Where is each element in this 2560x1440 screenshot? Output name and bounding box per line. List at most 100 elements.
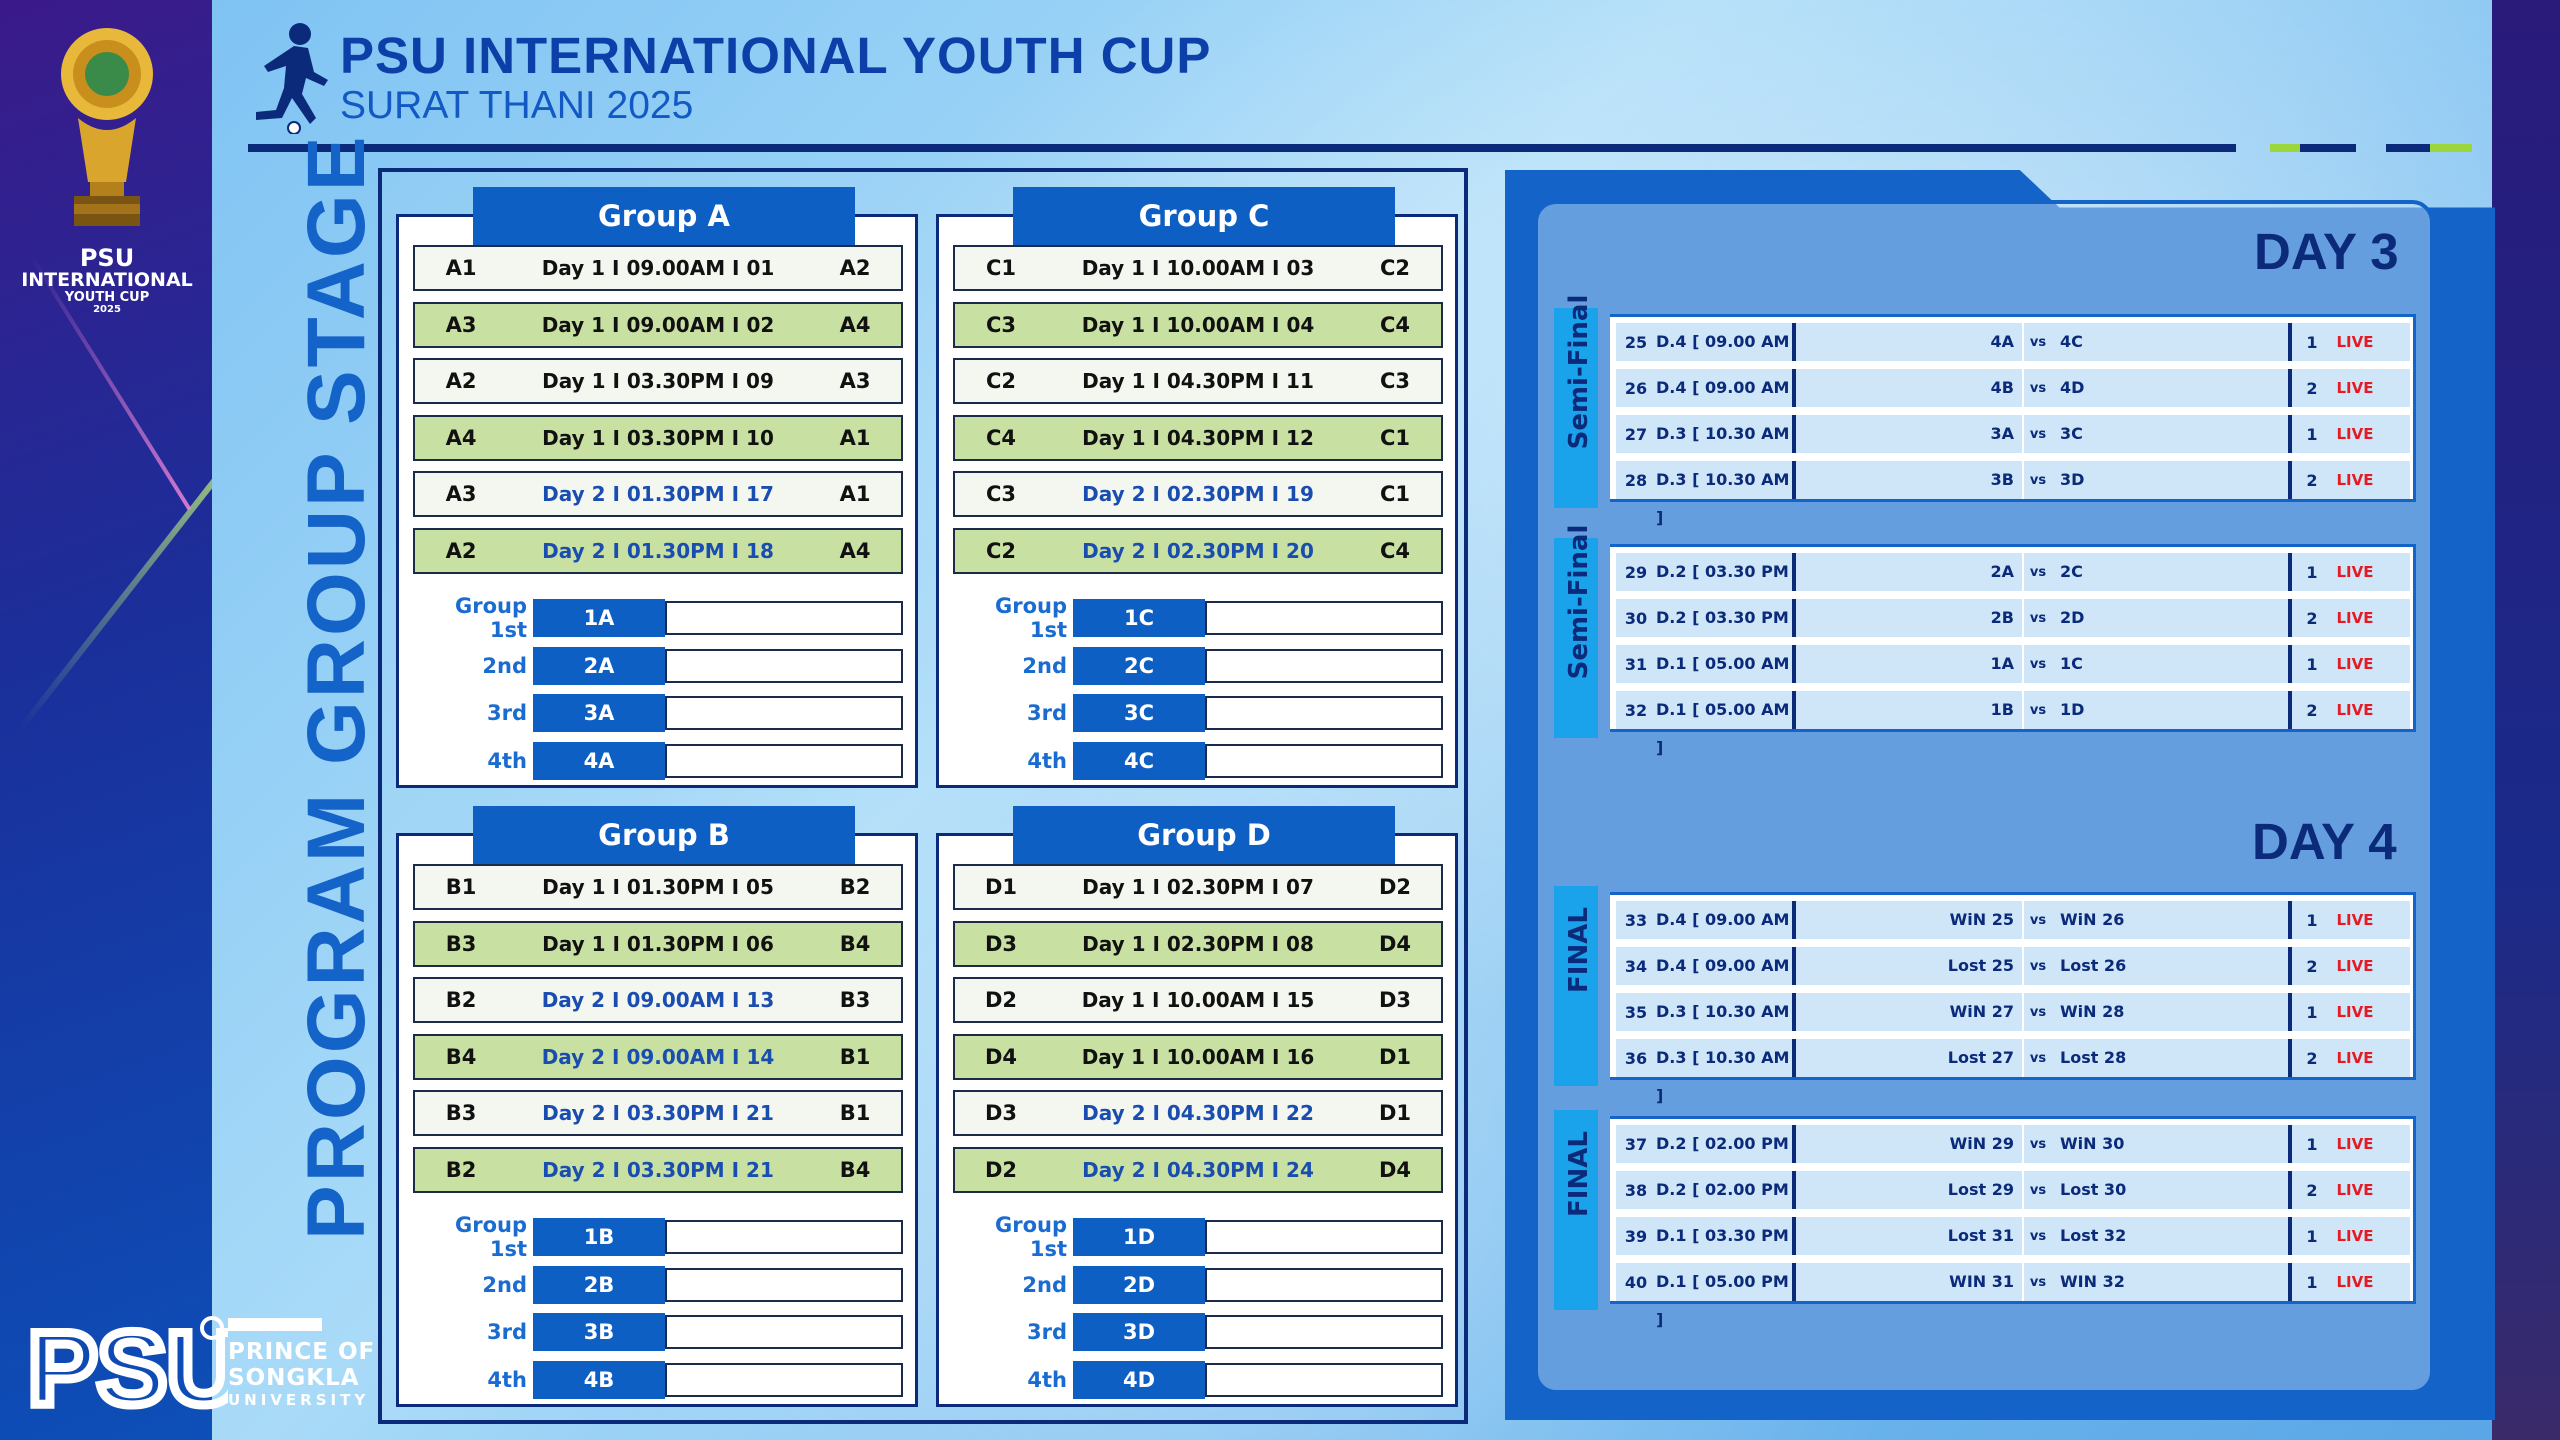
match-info: Day 2 I 04.30PM I 22 — [1082, 1101, 1314, 1125]
match-row: C1 Day 1 I 10.00AM I 03 C2 — [953, 245, 1443, 291]
team-home: Lost 25 — [1796, 947, 2024, 985]
group-title: Group D — [1013, 806, 1395, 864]
match-info: Day 1 I 01.30PM I 05 — [542, 875, 774, 899]
knockout-row: 27 D.3 [ 10.30 AM ]3A vs 3C 1 LIVE — [1616, 415, 2410, 481]
standing-team-field[interactable] — [1205, 696, 1443, 730]
standing-code: 3B — [533, 1313, 665, 1351]
team-away: Lost 26 — [2052, 947, 2292, 985]
team-home: D4 — [984, 1044, 1018, 1069]
match-time: D.4 [ 09.00 AM ] — [1656, 323, 1796, 389]
live-link[interactable]: LIVE — [2336, 1273, 2374, 1291]
live-link[interactable]: LIVE — [2336, 1135, 2374, 1153]
standing-label: 4th — [487, 748, 527, 773]
knockout-row: 30 D.2 [ 03.30 PM ]2B vs 2D 2 LIVE — [1616, 599, 2410, 665]
standing-row: 3rd 3B — [413, 1313, 903, 1351]
team-home: C2 — [985, 538, 1017, 563]
live-link[interactable]: LIVE — [2336, 1003, 2374, 1021]
match-time: D.2 [ 03.30 PM ] — [1656, 599, 1796, 665]
live-link[interactable]: LIVE — [2336, 1181, 2374, 1199]
team-away: D1 — [1378, 1101, 1412, 1125]
vs-label: vs — [2029, 1182, 2047, 1198]
team-away: 2D — [2052, 599, 2292, 637]
team-away: WiN 26 — [2052, 901, 2292, 939]
live-link[interactable]: LIVE — [2336, 425, 2374, 443]
live-link[interactable]: LIVE — [2336, 1049, 2374, 1067]
team-home: B3 — [445, 1101, 477, 1125]
live-link[interactable]: LIVE — [2336, 471, 2374, 489]
standing-row: 2nd 2C — [953, 646, 1443, 685]
field-number: 1 — [2306, 332, 2318, 352]
team-home: 1A — [1796, 645, 2024, 683]
live-link[interactable]: LIVE — [2336, 957, 2374, 975]
standing-team-field[interactable] — [665, 696, 903, 730]
vs-label: vs — [2029, 564, 2047, 580]
standing-row: Group 1st 1D — [953, 1213, 1443, 1261]
knockout-row: 39 D.1 [ 03.30 PM ]Lost 31 vs Lost 32 1 LIVE — [1616, 1217, 2410, 1283]
match-info: Day 1 I 04.30PM I 12 — [1082, 425, 1314, 450]
brand-line: 2025 — [93, 303, 121, 315]
standing-code: 4A — [533, 741, 665, 780]
standing-team-field[interactable] — [1205, 1267, 1443, 1302]
team-home: Lost 31 — [1796, 1217, 2024, 1255]
standing-team-field[interactable] — [1205, 743, 1443, 778]
standing-label: 3rd — [486, 701, 527, 725]
group-title: Group C — [1013, 187, 1395, 245]
team-away: B4 — [839, 1157, 871, 1182]
knockout-row: 37 D.2 [ 02.00 PM ]WiN 29 vs WiN 30 1 LIVE — [1616, 1125, 2410, 1191]
standing-team-field[interactable] — [665, 1315, 903, 1349]
match-time: D.4 [ 09.00 AM ] — [1656, 369, 1796, 435]
live-link[interactable]: LIVE — [2336, 701, 2374, 719]
left-sidebar — [0, 0, 212, 1440]
brand-line: INTERNATIONAL — [21, 269, 193, 292]
standing-label: 4th — [1027, 1367, 1067, 1392]
decorative-streak — [18, 395, 212, 731]
match-info: Day 1 I 10.00AM I 04 — [1081, 312, 1315, 337]
match-number: 26 — [1624, 378, 1648, 398]
standing-team-field[interactable] — [665, 648, 903, 683]
match-time: D.1 [ 03.30 PM ] — [1656, 1217, 1796, 1283]
live-link[interactable]: LIVE — [2336, 911, 2374, 929]
standing-row: 4th 4D — [953, 1360, 1443, 1399]
team-away: B4 — [839, 931, 871, 956]
vs-label: vs — [2029, 958, 2047, 974]
standing-label: 2nd — [482, 1272, 527, 1297]
team-away: C4 — [1379, 312, 1411, 337]
group-title: Group A — [473, 187, 855, 245]
live-link[interactable]: LIVE — [2336, 655, 2374, 673]
stage-label-text: Semi-Final — [1564, 524, 1594, 680]
university-name: PRINCE OF SONGKLA UNIVERSITY — [228, 1318, 375, 1409]
field-number: 2 — [2306, 700, 2318, 720]
standing-code: 1A — [533, 599, 665, 637]
live-link[interactable]: LIVE — [2336, 1227, 2374, 1245]
day3-title: DAY 3 — [2254, 223, 2399, 280]
standing-team-field[interactable] — [665, 1267, 903, 1302]
live-link[interactable]: LIVE — [2336, 563, 2374, 581]
team-home: A1 — [445, 256, 477, 280]
standing-team-field[interactable] — [1205, 1220, 1443, 1254]
standing-team-field[interactable] — [665, 601, 903, 635]
live-link[interactable]: LIVE — [2336, 333, 2374, 351]
live-link[interactable]: LIVE — [2336, 379, 2374, 397]
standing-team-field[interactable] — [665, 743, 903, 778]
team-away: C4 — [1379, 538, 1411, 563]
field-number: 1 — [2306, 1002, 2318, 1022]
field-number: 2 — [2306, 608, 2318, 628]
team-away: Lost 32 — [2052, 1217, 2292, 1255]
section-title: PROGRAM GROUP STAGE — [291, 133, 382, 1240]
field-number: 1 — [2306, 654, 2318, 674]
standing-team-field[interactable] — [1205, 648, 1443, 683]
match-info: Day 1 I 10.00AM I 03 — [1081, 256, 1315, 280]
header-divider-segment — [2270, 144, 2356, 152]
standing-team-field[interactable] — [665, 1220, 903, 1254]
team-home: D3 — [984, 1101, 1018, 1125]
live-link[interactable]: LIVE — [2336, 609, 2374, 627]
standing-row: 2nd 2A — [413, 646, 903, 685]
team-home: A3 — [445, 312, 477, 337]
match-info: Day 2 I 04.30PM I 24 — [1082, 1157, 1314, 1182]
standing-team-field[interactable] — [1205, 601, 1443, 635]
team-away: D3 — [1378, 988, 1412, 1012]
standing-team-field[interactable] — [1205, 1362, 1443, 1397]
standing-team-field[interactable] — [665, 1362, 903, 1397]
match-info: Day 2 I 02.30PM I 19 — [1082, 482, 1314, 506]
standing-team-field[interactable] — [1205, 1315, 1443, 1349]
